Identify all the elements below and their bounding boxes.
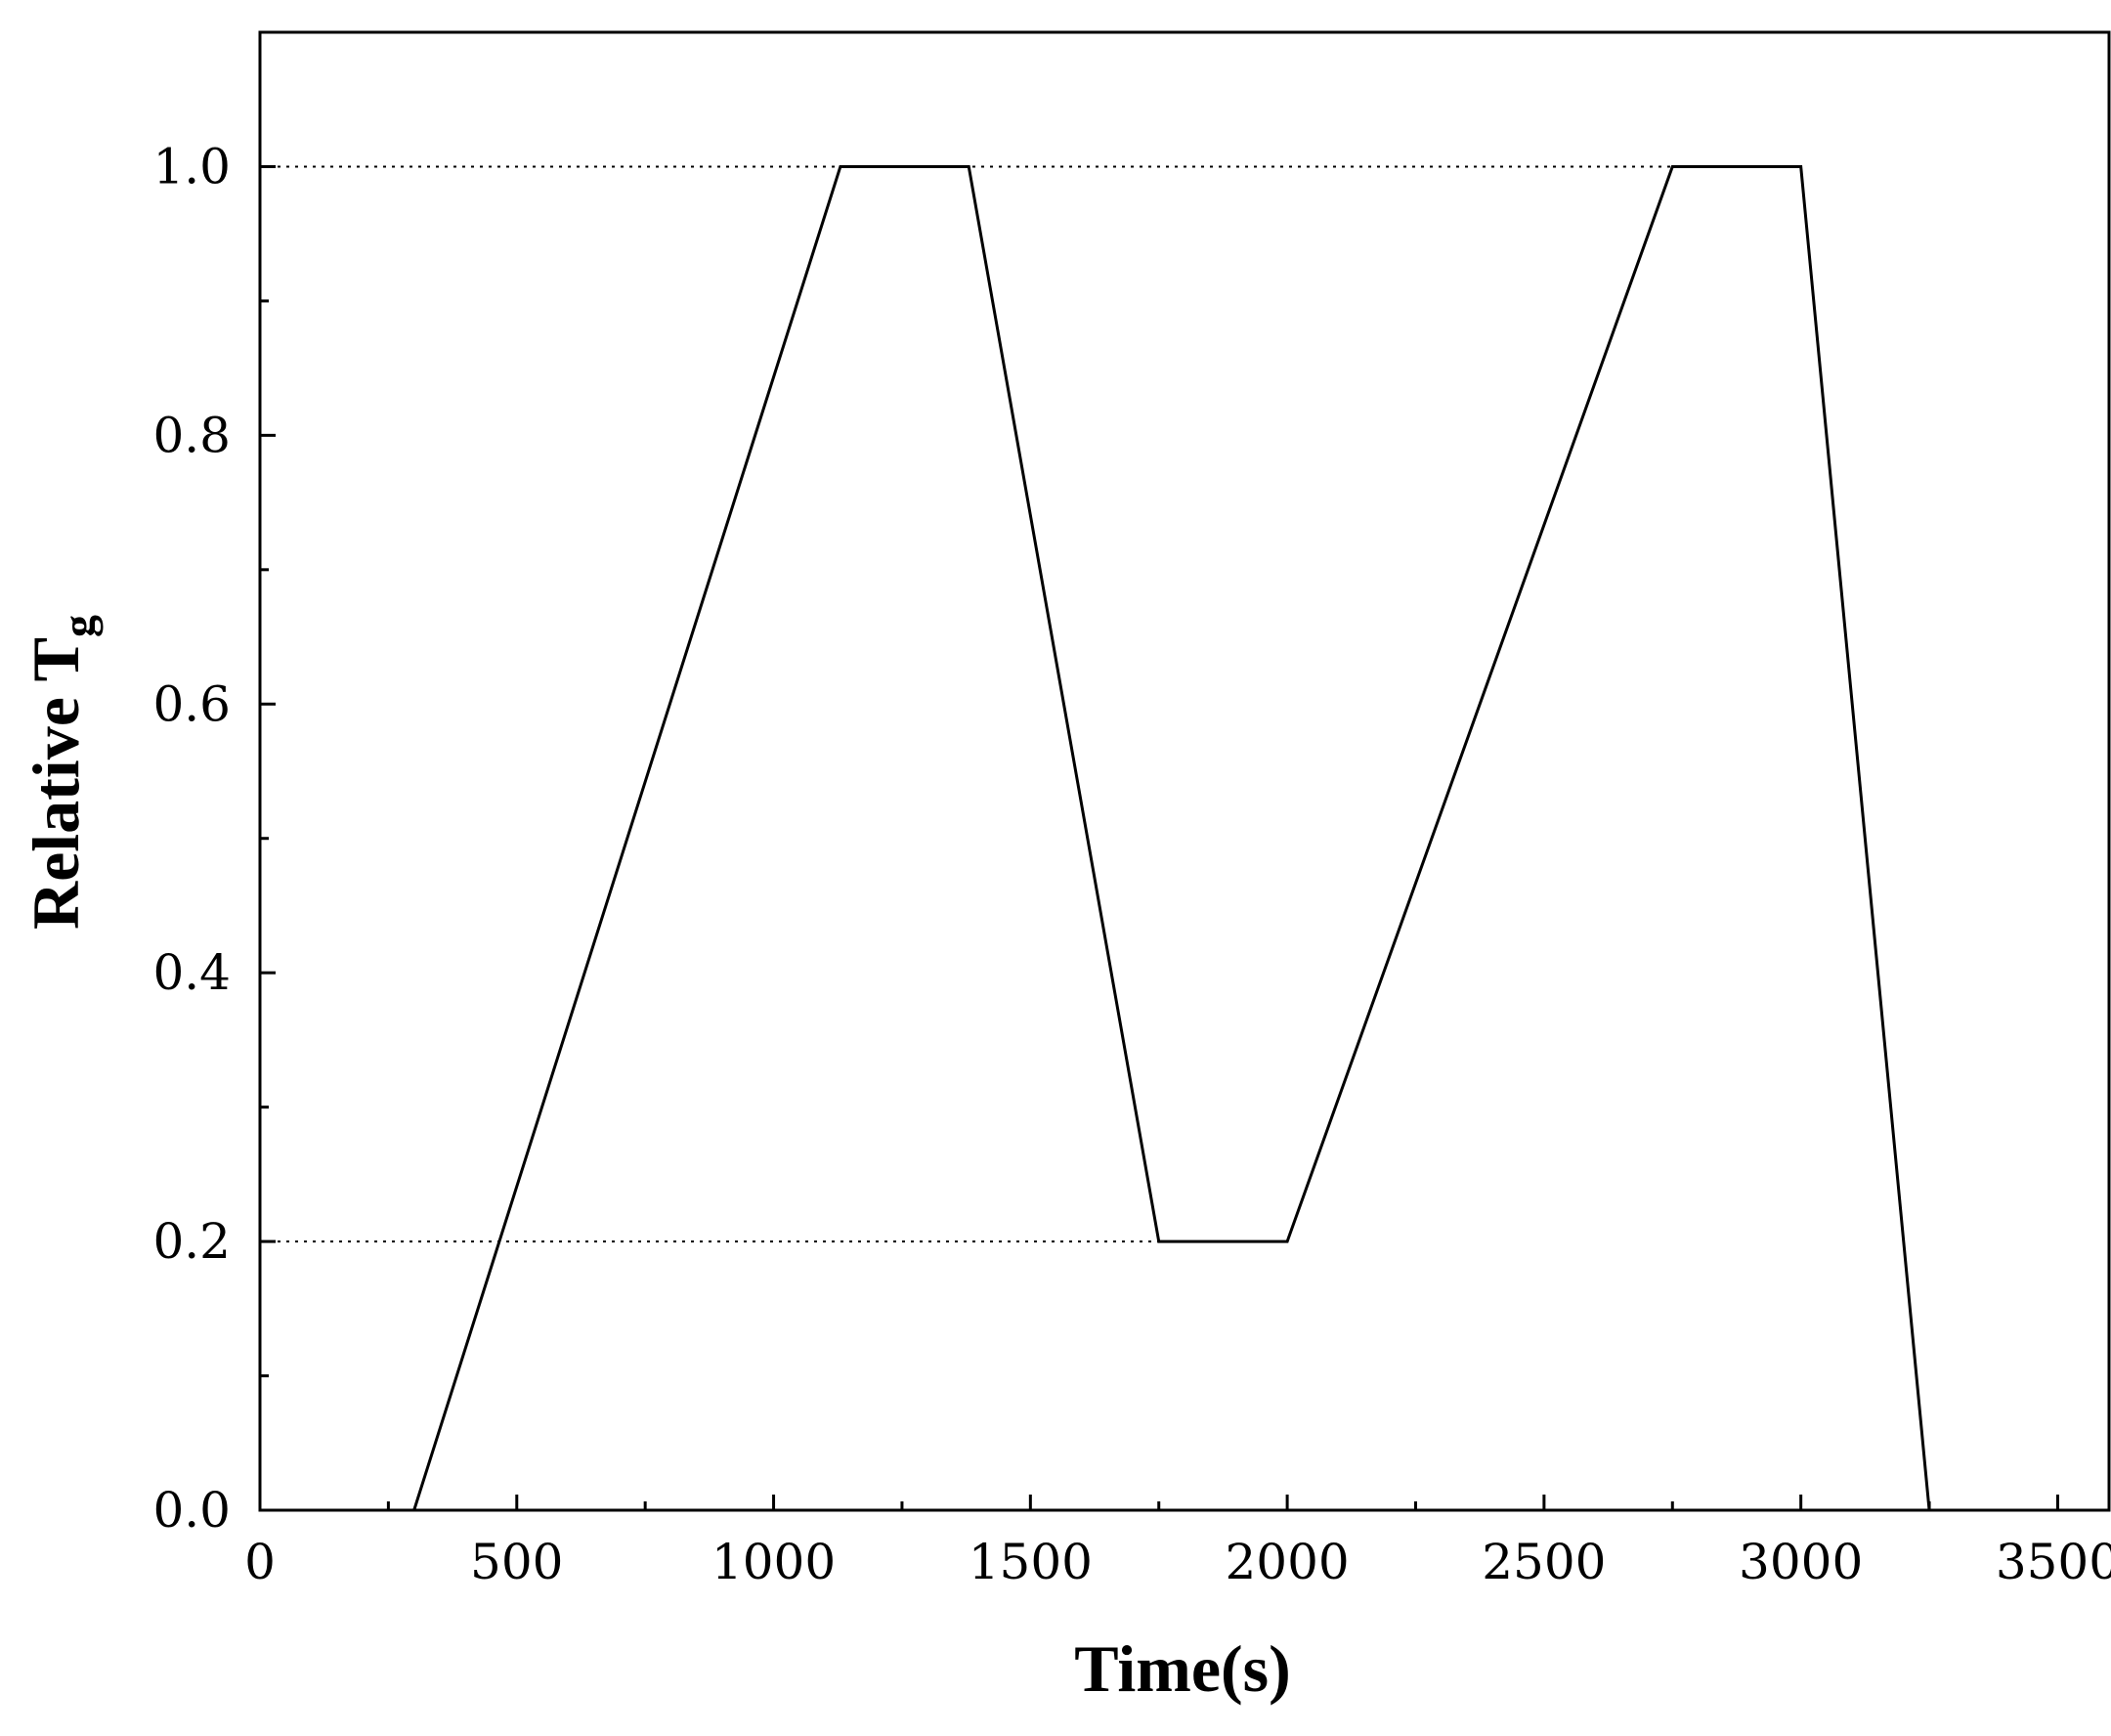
series-line-0 <box>412 164 1931 1511</box>
x-tick-label: 500 <box>470 1534 563 1590</box>
y-tick-label: 0.0 <box>152 1482 231 1539</box>
y-tick-label: 0.2 <box>152 1213 231 1270</box>
x-tick-label: 1500 <box>969 1534 1093 1590</box>
y-tick-label: 0.6 <box>152 675 231 732</box>
x-axis-title: Time(s) <box>1074 1631 1291 1706</box>
series-group <box>412 164 1931 1511</box>
x-tick-label: 2000 <box>1225 1534 1349 1590</box>
y-axis-title: Relative Tg <box>19 615 104 930</box>
x-tick-label: 2500 <box>1482 1534 1606 1590</box>
plot-frame <box>258 30 2111 1512</box>
y-tick-label: 0.4 <box>152 944 231 1001</box>
x-tick-label: 3500 <box>1996 1534 2111 1590</box>
y-axis-ticks: 0.0 0.2 0.4 0.6 0.8 1.0 <box>152 138 276 1539</box>
reference-lines <box>260 165 1673 1243</box>
x-tick-label: 1000 <box>711 1534 836 1590</box>
x-tick-label: 3000 <box>1739 1534 1863 1590</box>
x-tick-label: 0 <box>244 1534 276 1590</box>
y-axis-title-subscript: g <box>54 615 104 637</box>
y-tick-label: 1.0 <box>152 138 231 195</box>
y-tick-label: 0.8 <box>152 407 231 463</box>
y-axis-title-main: Relative T <box>19 637 93 930</box>
x-axis-ticks: 0 500 1000 1500 2000 2500 3000 3500 <box>244 1495 2111 1590</box>
